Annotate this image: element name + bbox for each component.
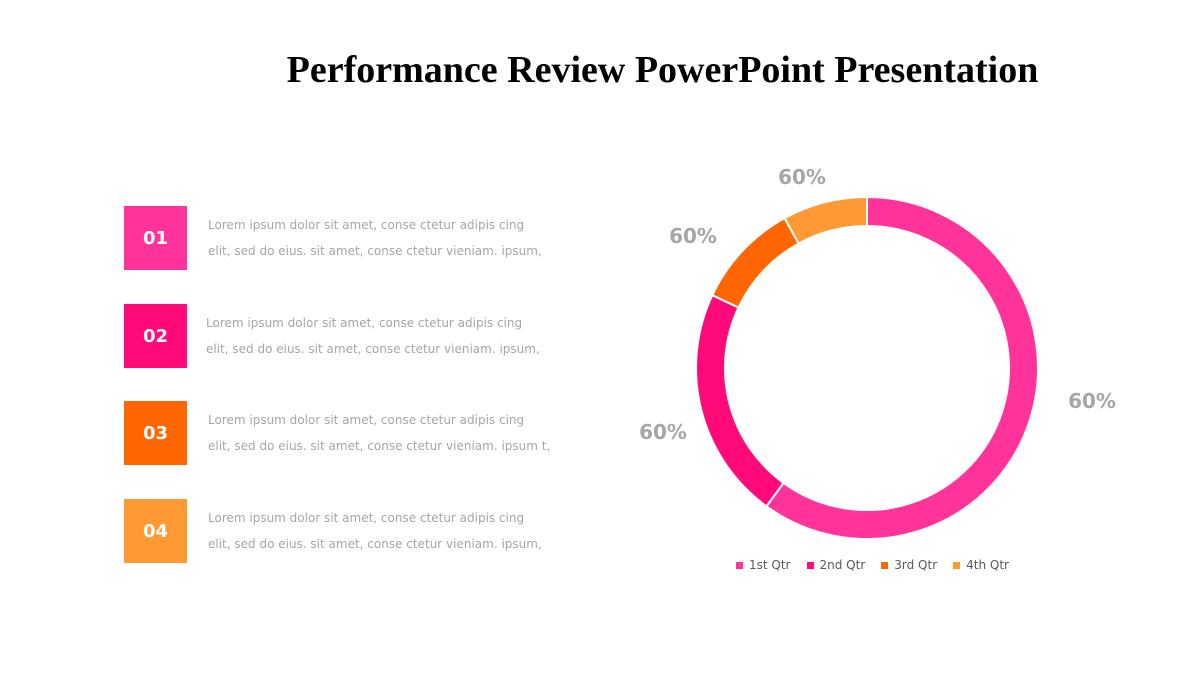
number-badge-1: 01: [124, 206, 187, 270]
list-item-1: 01 Lorem ipsum dolor sit amet, conse cte…: [124, 206, 584, 270]
data-label-4: 60%: [778, 165, 826, 189]
item-description-line-2: elit, sed do eius. sit amet, conse ctetu…: [206, 342, 540, 356]
data-label-3: 60%: [669, 224, 717, 248]
legend-item-4: 4th Qtr: [953, 558, 1009, 572]
legend-item-1: 1st Qtr: [736, 558, 791, 572]
legend-item-3: 3rd Qtr: [881, 558, 937, 572]
page-title: Performance Review PowerPoint Presentati…: [286, 49, 1039, 91]
doughnut-slice-3: [710, 216, 800, 309]
doughnut-chart: 60% 60% 60% 60%: [639, 165, 1116, 540]
legend-label-1: 1st Qtr: [749, 558, 791, 572]
number-badge-4: 04: [124, 499, 187, 563]
doughnut-slice-1: [765, 195, 1039, 540]
item-description-4: Lorem ipsum dolor sit amet, conse ctetur…: [208, 505, 588, 557]
list-item-4: 04 Lorem ipsum dolor sit amet, conse cte…: [124, 499, 584, 563]
item-description-line-1: Lorem ipsum dolor sit amet, conse ctetur…: [206, 316, 523, 330]
item-description-2: Lorem ipsum dolor sit amet, conse ctetur…: [206, 310, 586, 362]
data-label-2: 60%: [639, 420, 687, 444]
number-badge-2: 02: [124, 304, 187, 368]
item-description-line-2: elit, sed do eius. sit amet, conse ctetu…: [208, 244, 542, 258]
list-item-2: 02 Lorem ipsum dolor sit amet, conse cte…: [124, 304, 584, 368]
item-description-line-1: Lorem ipsum dolor sit amet, conse ctetur…: [208, 511, 525, 525]
legend-swatch-1: [736, 561, 743, 569]
legend-item-2: 2nd Qtr: [806, 558, 866, 572]
legend-swatch-4: [953, 561, 961, 569]
doughnut-slice-2: [695, 293, 785, 508]
data-label-1: 60%: [1068, 389, 1116, 413]
list-item-3: 03 Lorem ipsum dolor sit amet, conse cte…: [124, 401, 584, 465]
item-description-line-2: elit, sed do eius. sit amet, conse ctetu…: [208, 439, 551, 453]
legend-swatch-3: [881, 561, 889, 569]
legend-swatch-2: [806, 561, 814, 569]
chart-legend: 1st Qtr 2nd Qtr 3rd Qtr 4th Qtr: [736, 558, 1009, 572]
item-description-line-2: elit, sed do eius. sit amet, conse ctetu…: [208, 537, 542, 551]
item-description-3: Lorem ipsum dolor sit amet, conse ctetur…: [208, 407, 588, 459]
doughnut-slice-4: [783, 195, 868, 245]
legend-label-3: 3rd Qtr: [894, 558, 938, 572]
item-description-1: Lorem ipsum dolor sit amet, conse ctetur…: [208, 212, 588, 264]
item-description-line-1: Lorem ipsum dolor sit amet, conse ctetur…: [208, 413, 525, 427]
number-badge-3: 03: [124, 401, 187, 465]
legend-label-4: 4th Qtr: [966, 558, 1009, 572]
legend-label-2: 2nd Qtr: [819, 558, 866, 572]
item-description-line-1: Lorem ipsum dolor sit amet, conse ctetur…: [208, 218, 525, 232]
